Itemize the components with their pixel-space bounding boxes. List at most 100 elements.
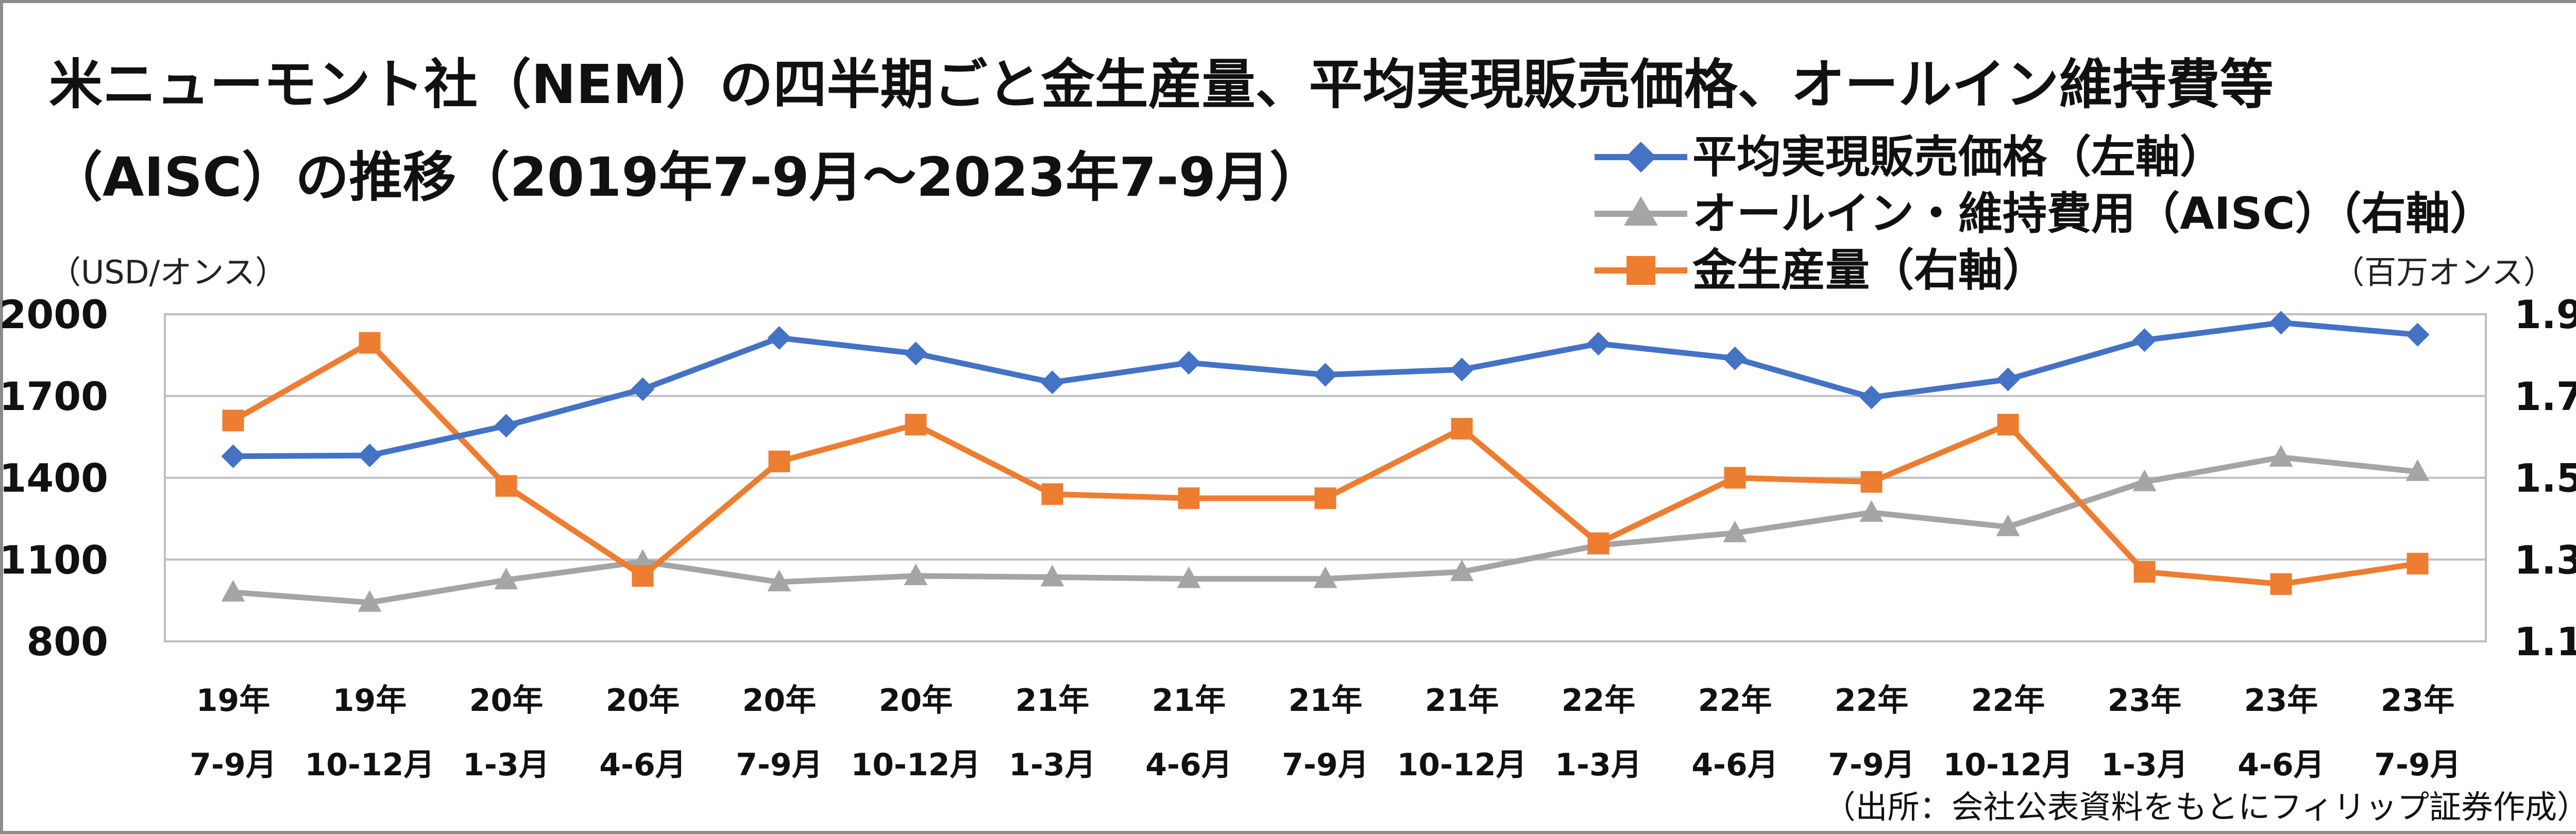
x-tick-label-period: 7-9月 xyxy=(736,747,822,783)
data-point-aisc xyxy=(1996,514,2020,536)
legend-label-price: 平均実現販売価格（左軸） xyxy=(1692,131,2224,183)
legend-item-aisc: オールイン・維持費用（AISC）（右軸） xyxy=(1595,188,2495,240)
data-point-price xyxy=(1450,358,1474,382)
right-tick-label: 1.90 xyxy=(2514,292,2576,337)
data-point-production xyxy=(1587,532,1609,554)
x-tick-label-year: 23年 xyxy=(2244,683,2318,719)
legend-marker-triangle-icon xyxy=(1624,196,1658,226)
data-point-aisc xyxy=(2405,459,2430,481)
data-point-price xyxy=(221,444,245,468)
x-tick-label-period: 7-9月 xyxy=(190,747,276,783)
data-point-aisc xyxy=(1723,520,1747,542)
x-tick-label-period: 10-12月 xyxy=(1943,747,2073,783)
chart-subtitle: （AISC）の推移（2019年7-9月～2023年7-9月） xyxy=(49,146,1323,209)
data-point-price xyxy=(1859,385,1884,410)
data-point-production xyxy=(2133,561,2156,583)
x-tick-label-period: 1-3月 xyxy=(1555,747,1641,783)
left-axis-ticks: 800 1100 1400 1700 2000 xyxy=(0,292,108,665)
right-axis-ticks: 1.10 1.30 1.50 1.70 1.90 xyxy=(2514,292,2576,665)
x-tick-label-period: 4-6月 xyxy=(2238,747,2324,783)
x-tick-label-period: 1-3月 xyxy=(1009,747,1095,783)
x-tick-label-year: 19年 xyxy=(196,683,270,719)
data-point-production xyxy=(2270,573,2292,595)
data-point-price xyxy=(1040,370,1064,395)
x-tick-label-year: 22年 xyxy=(1698,683,1772,719)
data-point-price xyxy=(2405,322,2430,347)
data-point-production xyxy=(359,332,381,354)
legend-marker-diamond-icon xyxy=(1625,142,1656,173)
data-point-aisc xyxy=(1040,565,1064,587)
data-point-production xyxy=(1451,418,1473,440)
data-point-aisc xyxy=(494,567,518,589)
right-tick-label: 1.50 xyxy=(2514,455,2576,501)
data-point-aisc xyxy=(2269,445,2293,467)
left-axis-unit: （USD/オンス） xyxy=(49,253,287,291)
data-point-aisc xyxy=(2132,469,2157,491)
data-point-production xyxy=(1997,414,2019,436)
data-point-price xyxy=(494,414,518,438)
data-point-production xyxy=(768,450,790,472)
x-tick-label-year: 21年 xyxy=(1152,683,1226,719)
right-tick-label: 1.30 xyxy=(2514,537,2576,583)
data-point-aisc xyxy=(358,590,382,612)
left-tick-label: 2000 xyxy=(0,292,108,337)
right-tick-label: 1.70 xyxy=(2514,373,2576,419)
series-production xyxy=(222,332,2429,595)
data-point-production xyxy=(1178,487,1200,509)
x-tick-label-year: 21年 xyxy=(1289,683,1363,719)
legend-item-price: 平均実現販売価格（左軸） xyxy=(1595,131,2224,183)
right-axis-unit: （百万オンス） xyxy=(2332,253,2555,291)
data-point-production xyxy=(1041,483,1063,505)
data-point-production xyxy=(2406,553,2429,575)
data-point-production xyxy=(905,414,927,436)
series-aisc xyxy=(221,445,2430,612)
legend-label-aisc: オールイン・維持費用（AISC）（右軸） xyxy=(1692,188,2495,240)
data-point-price xyxy=(904,342,928,366)
x-tick-label-year: 20年 xyxy=(742,683,817,719)
data-point-price xyxy=(1723,346,1747,370)
x-tick-label-year: 23年 xyxy=(2381,683,2455,719)
series-price xyxy=(221,311,2430,468)
chart-title: 米ニューモント社（NEM）の四半期ごと金生産量、平均実現販売価格、オールイン維持… xyxy=(49,53,2274,116)
x-tick-label-year: 20年 xyxy=(606,683,680,719)
x-tick-label-period: 4-6月 xyxy=(1691,747,1778,783)
x-tick-label-period: 7-9月 xyxy=(1828,747,1914,783)
legend: 平均実現販売価格（左軸） オールイン・維持費用（AISC）（右軸） 金生産量（右… xyxy=(1595,131,2495,296)
series-layer xyxy=(221,311,2430,612)
data-point-price xyxy=(1177,351,1201,375)
x-tick-label-year: 23年 xyxy=(2108,683,2182,719)
x-tick-label-period: 4-6月 xyxy=(599,747,686,783)
legend-marker-square-icon xyxy=(1626,256,1655,285)
data-point-aisc xyxy=(767,569,791,591)
data-point-production xyxy=(495,475,517,497)
legend-item-production: 金生産量（右軸） xyxy=(1595,245,2047,296)
plot-area xyxy=(164,313,2487,642)
left-tick-label: 1400 xyxy=(0,455,108,501)
data-point-price xyxy=(631,377,655,401)
data-point-aisc xyxy=(221,580,245,602)
data-point-price xyxy=(767,326,791,350)
data-point-production xyxy=(632,565,654,587)
left-tick-label: 1100 xyxy=(0,537,108,583)
source-note: （出所：会社公表資料をもとにフィリップ証券作成） xyxy=(1823,788,2576,826)
data-point-price xyxy=(1586,332,1611,356)
x-tick-label-year: 20年 xyxy=(469,683,544,719)
data-point-production xyxy=(1860,471,1883,493)
data-point-aisc xyxy=(1177,566,1201,588)
data-point-price xyxy=(358,444,382,468)
legend-label-production: 金生産量（右軸） xyxy=(1692,245,2047,296)
x-tick-label-period: 1-3月 xyxy=(463,747,549,783)
data-point-aisc xyxy=(904,564,928,585)
x-tick-label-year: 19年 xyxy=(333,683,407,719)
left-tick-label: 800 xyxy=(26,619,108,665)
x-tick-label-year: 20年 xyxy=(879,683,953,719)
x-tick-label-year: 21年 xyxy=(1425,683,1499,719)
right-tick-label: 1.10 xyxy=(2514,619,2576,665)
x-tick-label-year: 21年 xyxy=(1015,683,1090,719)
x-tick-label-period: 7-9月 xyxy=(1282,747,1368,783)
x-tick-label-year: 22年 xyxy=(1835,683,1909,719)
x-tick-label-period: 4-6月 xyxy=(1145,747,1232,783)
data-point-price xyxy=(1996,367,2020,392)
